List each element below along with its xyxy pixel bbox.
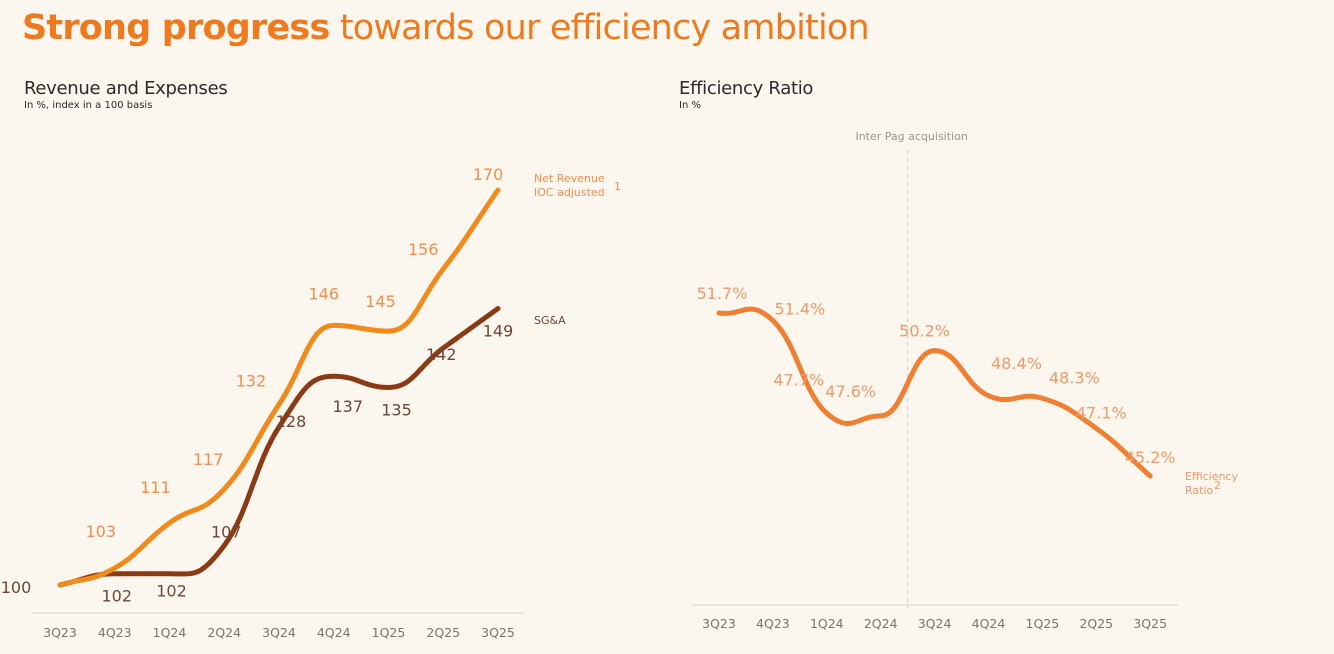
revenue-chart-title: Revenue and Expenses [24,78,228,99]
revenue-x-tick-label: 4Q23 [98,625,132,640]
net-revenue-data-label: 156 [408,240,439,259]
net-revenue-line [57,187,501,588]
page-title-rest: towards our efficiency ambition [339,8,870,48]
net-revenue-data-label: 145 [365,292,396,311]
sga-line [57,306,501,588]
sga-legend: SG&A [534,314,566,327]
net-revenue-data-label: 146 [308,284,339,303]
revenue-chart-subtitle: In %, index in a 100 basis [24,100,153,111]
sga-data-label: 102 [156,582,187,601]
revenue-x-tick-label: 1Q25 [372,625,406,640]
efficiency-x-tick-label: 3Q24 [918,616,952,631]
efficiency-ratio-line [716,306,1153,479]
efficiency-data-label: 47.1% [1076,403,1127,422]
efficiency-x-tick-label: 4Q24 [972,616,1006,631]
net-revenue-legend-line2: IOC adjusted [534,186,605,199]
sga-data-label: 128 [276,412,307,431]
revenue-x-tick-label: 2Q25 [426,625,460,640]
sga-data-label: 137 [332,397,363,416]
page-title: Strong progress towards our efficiency a… [22,8,870,48]
revenue-x-tick-label: 3Q25 [481,625,515,640]
efficiency-legend-footnote: 2 [1214,479,1221,492]
efficiency-chart-header: Efficiency Ratio In % [679,78,813,111]
sga-data-label: 142 [426,345,457,364]
efficiency-x-tick-label: 2Q25 [1079,616,1113,631]
net-revenue-data-label: 132 [236,371,267,390]
efficiency-x-tick-label: 3Q23 [702,616,736,631]
efficiency-data-label: 47.6% [825,382,876,401]
efficiency-data-label: 51.4% [774,300,825,319]
efficiency-data-label: 50.2% [899,322,950,341]
efficiency-legend-line2: Ratio [1185,484,1214,497]
efficiency-data-label: 45.2% [1125,448,1176,467]
revenue-chart-header: Revenue and Expenses In %, index in a 10… [24,78,228,111]
net-revenue-data-label: 170 [473,165,504,184]
sga-data-label: 102 [101,587,132,606]
efficiency-x-tick-label: 1Q25 [1026,616,1060,631]
revenue-x-tick-label: 3Q24 [262,625,296,640]
net-revenue-data-label: 111 [140,478,171,497]
efficiency-x-tick-label: 2Q24 [864,616,898,631]
efficiency-data-label: 47.7% [773,370,824,389]
efficiency-data-label: 51.7% [697,284,748,303]
net-revenue-data-label: 103 [85,522,116,541]
efficiency-x-tick-label: 4Q23 [756,616,790,631]
acquisition-annotation: Inter Pag acquisition [855,130,967,143]
sga-data-label: 107 [211,523,242,542]
revenue-x-tick-label: 2Q24 [207,625,241,640]
efficiency-x-tick-label: 3Q25 [1133,616,1167,631]
efficiency-x-tick-label: 1Q24 [810,616,844,631]
efficiency-data-label: 48.4% [991,354,1042,373]
sga-data-label: 135 [381,401,412,420]
efficiency-legend-line1: Efficiency [1185,470,1238,483]
net-revenue-data-label: 117 [193,450,224,469]
sga-data-label: 149 [483,322,514,341]
efficiency-chart-title: Efficiency Ratio [679,78,814,99]
efficiency-chart-subtitle: In % [679,100,701,111]
net-revenue-data-label: 100 [1,578,32,597]
page-title-bold: Strong progress [22,8,330,48]
net-revenue-legend-footnote: 1 [614,180,621,193]
revenue-x-tick-label: 4Q24 [317,625,351,640]
efficiency-data-label: 48.3% [1049,368,1100,387]
net-revenue-legend-line1: Net Revenue [534,172,605,185]
revenue-x-tick-label: 3Q23 [43,625,77,640]
revenue-x-tick-label: 1Q24 [153,625,187,640]
